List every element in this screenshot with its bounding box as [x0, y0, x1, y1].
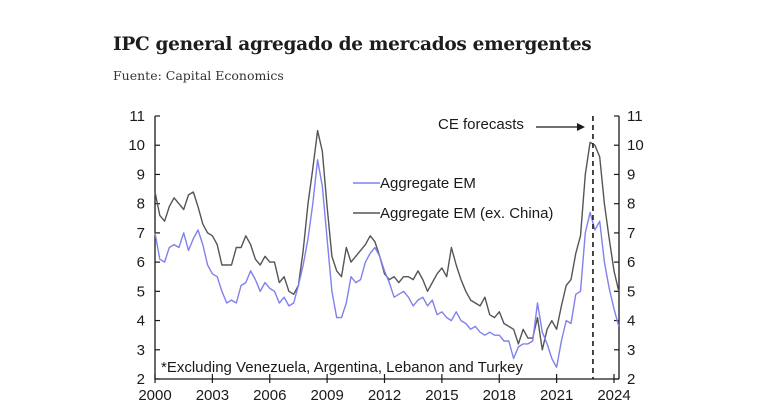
y-tick-label-right: 11 [627, 108, 643, 125]
x-tick-label: 2015 [425, 387, 458, 404]
x-tick-label: 2003 [196, 387, 229, 404]
y-tick-label-left: 4 [137, 313, 145, 330]
y-tick-label-left: 2 [137, 371, 145, 388]
y-tick-label-right: 2 [627, 371, 635, 388]
series-line-aggregate-em [154, 159, 620, 368]
exclusion-footnote: *Excluding Venezuela, Argentina, Lebanon… [161, 359, 523, 376]
y-tick-label-left: 10 [128, 137, 145, 154]
y-tick-label-left: 9 [137, 166, 145, 183]
y-tick-label-right: 10 [627, 137, 644, 154]
x-tick-label: 2009 [310, 387, 343, 404]
y-tick-label-right: 9 [627, 166, 635, 183]
y-tick-label-right: 5 [627, 283, 635, 300]
ce-forecasts-label: CE forecasts [438, 116, 524, 133]
chart-title: IPC general agregado de mercados emergen… [113, 34, 592, 55]
arrow-head-icon [576, 123, 585, 131]
x-tick-label: 2021 [540, 387, 573, 404]
legend-label: Aggregate EM [380, 175, 476, 192]
x-tick-label: 2006 [253, 387, 286, 404]
series-layer [154, 129, 620, 368]
chart-source: Fuente: Capital Economics [113, 68, 284, 83]
y-tick-label-right: 7 [627, 225, 635, 242]
x-tick-label: 2018 [483, 387, 516, 404]
y-tick-label-right: 4 [627, 313, 635, 330]
y-tick-label-left: 6 [137, 254, 145, 271]
legend-label: Aggregate EM (ex. China) [380, 205, 553, 222]
x-tick-label: 2012 [368, 387, 401, 404]
y-tick-label-right: 6 [627, 254, 635, 271]
y-tick-label-left: 11 [129, 108, 145, 125]
x-tick-label: 2024 [597, 387, 630, 404]
axes: 2 2 3 3 4 4 5 5 6 6 7 7 8 8 9 9 10 10 11 11 2000 2003 2006 2009… [128, 108, 643, 404]
y-tick-label-right: 8 [627, 196, 635, 213]
y-tick-label-left: 3 [137, 342, 145, 359]
y-tick-label-right: 3 [627, 342, 635, 359]
series-line-aggregate-em-ex-china [154, 129, 620, 351]
y-tick-label-left: 8 [137, 196, 145, 213]
y-tick-label-left: 7 [137, 225, 145, 242]
y-tick-label-left: 5 [137, 283, 145, 300]
annotation-layer: CE forecasts *Excluding Venezuela, Argent… [161, 116, 594, 379]
x-tick-label: 2000 [138, 387, 171, 404]
